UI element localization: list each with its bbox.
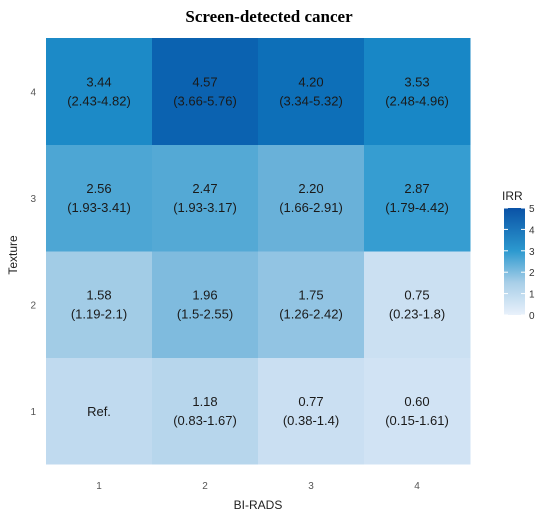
cell-ci-label: (1.26-2.42) bbox=[279, 306, 343, 321]
heatmap-cell: 3.44 (2.43-4.82) bbox=[46, 38, 153, 145]
heatmap-cell-rect bbox=[258, 357, 365, 465]
cell-value-label: 4.20 bbox=[298, 74, 323, 89]
heatmap-cell-rect bbox=[46, 38, 153, 145]
cell-value-label: 1.96 bbox=[192, 287, 217, 302]
heatmap-cell-rect bbox=[258, 251, 365, 358]
x-tick-label: 1 bbox=[96, 481, 102, 492]
heatmap-cell: 1.18 (0.83-1.67) bbox=[152, 357, 259, 465]
legend-tick-label: 0 bbox=[529, 311, 535, 322]
legend-tick-label: 5 bbox=[529, 204, 535, 215]
legend-title: IRR bbox=[502, 189, 523, 203]
heatmap-cell-rect bbox=[258, 38, 365, 145]
legend-tick-label: 4 bbox=[529, 225, 535, 236]
heatmap-cell-rect bbox=[46, 357, 153, 465]
heatmap-cell-rect bbox=[364, 357, 471, 465]
heatmap-cell: 2.47 (1.93-3.17) bbox=[152, 144, 259, 252]
heatmap-cell-rect bbox=[364, 38, 471, 145]
y-tick-label: 3 bbox=[30, 194, 36, 205]
cell-value-label: 2.47 bbox=[192, 181, 217, 196]
legend-tick-label: 1 bbox=[529, 290, 535, 301]
cell-value-label: 3.53 bbox=[404, 74, 429, 89]
y-axis-title: Texture bbox=[6, 235, 20, 275]
cell-value-label: 0.77 bbox=[298, 394, 323, 409]
cell-value-label: 2.56 bbox=[86, 181, 111, 196]
cell-value-label: 3.44 bbox=[86, 74, 111, 89]
cell-value-label: 1.18 bbox=[192, 394, 217, 409]
heatmap-cell-rect bbox=[364, 251, 471, 358]
cell-ci-label: (3.66-5.76) bbox=[173, 93, 237, 108]
legend-tick-label: 3 bbox=[529, 247, 535, 258]
y-axis-ticks: 1 2 3 4 bbox=[30, 87, 36, 418]
heatmap-cell: 2.56 (1.93-3.41) bbox=[46, 144, 153, 252]
legend-color-bar bbox=[504, 208, 525, 315]
cell-ci-label: (0.15-1.61) bbox=[385, 413, 449, 428]
legend-tick-label: 2 bbox=[529, 268, 535, 279]
heatmap-cell: 1.58 (1.19-2.1) bbox=[46, 251, 153, 358]
heatmap-cell: 1.75 (1.26-2.42) bbox=[258, 251, 365, 358]
cell-ci-label: (1.19-2.1) bbox=[71, 306, 127, 321]
chart-title: Screen-detected cancer bbox=[185, 7, 353, 26]
heatmap-cell: 0.75 (0.23-1.8) bbox=[364, 251, 471, 358]
y-tick-label: 4 bbox=[30, 87, 36, 98]
heatmap-cell: Ref. bbox=[46, 357, 153, 465]
heatmap-cell-rect bbox=[46, 251, 153, 358]
heatmap-cell: 2.20 (1.66-2.91) bbox=[258, 144, 365, 252]
cell-value-label: 0.60 bbox=[404, 394, 429, 409]
heatmap-cell: 2.87 (1.79-4.42) bbox=[364, 144, 471, 252]
heatmap-cell: 4.20 (3.34-5.32) bbox=[258, 38, 365, 145]
heatmap-cell: 3.53 (2.48-4.96) bbox=[364, 38, 471, 145]
x-tick-label: 3 bbox=[308, 481, 314, 492]
heatmap-cell-rect bbox=[152, 38, 259, 145]
heatmap-cell-rect bbox=[258, 144, 365, 252]
cell-value-label: 2.20 bbox=[298, 181, 323, 196]
legend-ticks: 0 1 2 3 4 5 bbox=[504, 204, 535, 322]
cell-value-label: 4.57 bbox=[192, 74, 217, 89]
color-legend: IRR 0 1 2 3 4 5 bbox=[502, 189, 535, 322]
cell-ci-label: (0.83-1.67) bbox=[173, 413, 237, 428]
cell-value-label: Ref. bbox=[87, 404, 111, 419]
cell-ci-label: (2.43-4.82) bbox=[67, 93, 131, 108]
heatmap-cell: 0.77 (0.38-1.4) bbox=[258, 357, 365, 465]
y-tick-label: 2 bbox=[30, 300, 36, 311]
cell-value-label: 1.75 bbox=[298, 287, 323, 302]
heatmap-cell: 1.96 (1.5-2.55) bbox=[152, 251, 259, 358]
x-axis-ticks: 1 2 3 4 bbox=[96, 481, 420, 492]
heatmap-cell-rect bbox=[46, 144, 153, 252]
cell-ci-label: (1.93-3.17) bbox=[173, 200, 237, 215]
y-tick-label: 1 bbox=[30, 407, 36, 418]
heatmap-cell: 0.60 (0.15-1.61) bbox=[364, 357, 471, 465]
heatmap-cell-rect bbox=[364, 144, 471, 252]
cell-ci-label: (2.48-4.96) bbox=[385, 93, 449, 108]
cell-ci-label: (1.5-2.55) bbox=[177, 306, 233, 321]
cell-ci-label: (3.34-5.32) bbox=[279, 93, 343, 108]
cell-ci-label: (1.79-4.42) bbox=[385, 200, 449, 215]
cell-value-label: 0.75 bbox=[404, 287, 429, 302]
x-tick-label: 4 bbox=[414, 481, 420, 492]
heatmap-cell-rect bbox=[152, 251, 259, 358]
x-tick-label: 2 bbox=[202, 481, 208, 492]
cell-ci-label: (1.93-3.41) bbox=[67, 200, 131, 215]
cell-ci-label: (1.66-2.91) bbox=[279, 200, 343, 215]
heatmap-cell-rect bbox=[152, 144, 259, 252]
heatmap-cell: 4.57 (3.66-5.76) bbox=[152, 38, 259, 145]
cell-value-label: 2.87 bbox=[404, 181, 429, 196]
cell-ci-label: (0.23-1.8) bbox=[389, 306, 445, 321]
heatmap-cells: Ref. 1.18 (0.83-1.67) 0.77 (0.38-1.4) 0.60 (0.… bbox=[46, 38, 471, 465]
heatmap-cell-rect bbox=[152, 357, 259, 465]
cell-value-label: 1.58 bbox=[86, 287, 111, 302]
x-axis-title: BI-RADS bbox=[234, 498, 283, 512]
cell-ci-label: (0.38-1.4) bbox=[283, 413, 339, 428]
